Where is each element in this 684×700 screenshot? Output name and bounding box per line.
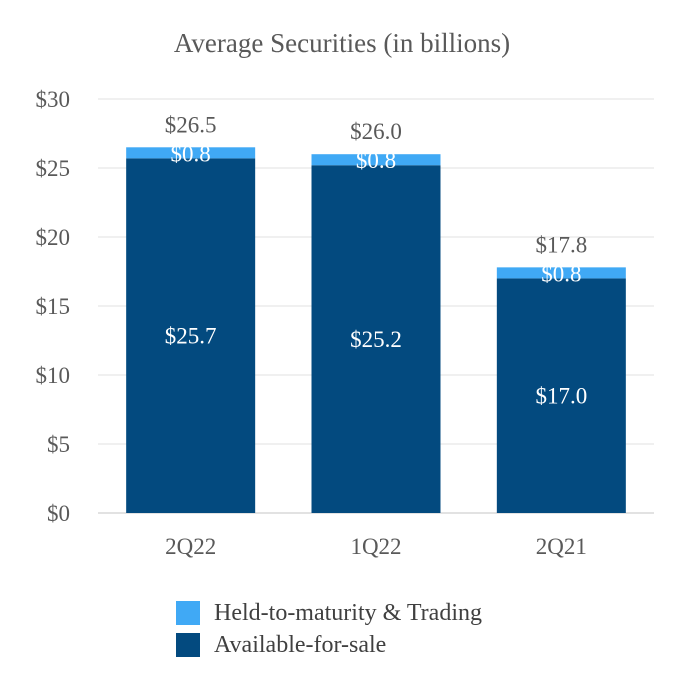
total-label: $26.5 <box>165 112 217 137</box>
x-tick-label: 2Q21 <box>536 534 587 559</box>
data-label-available-for-sale: $17.0 <box>535 384 587 409</box>
bar-available-for-sale <box>126 158 256 513</box>
bar-held-to-maturity <box>496 267 626 279</box>
x-tick-label: 2Q22 <box>165 534 216 559</box>
data-label-available-for-sale: $25.2 <box>350 327 402 352</box>
data-label-available-for-sale: $25.7 <box>165 324 217 349</box>
y-tick-label: $0 <box>47 501 70 526</box>
chart-title: Average Securities (in billions) <box>174 28 510 58</box>
y-tick-label: $5 <box>47 432 70 457</box>
y-tick-label: $30 <box>36 87 71 112</box>
total-label: $17.8 <box>535 232 587 257</box>
data-label-held-to-maturity: $0.8 <box>541 261 581 286</box>
bar-available-for-sale <box>311 165 441 514</box>
legend: Held-to-maturity & Trading Available-for… <box>176 597 482 661</box>
total-label: $26.0 <box>350 119 402 144</box>
legend-item-available-for-sale: Available-for-sale <box>176 629 482 661</box>
x-tick-label: 1Q22 <box>350 534 401 559</box>
y-tick-label: $10 <box>36 363 71 388</box>
bar-available-for-sale <box>496 278 626 513</box>
bar-held-to-maturity <box>311 154 441 166</box>
y-tick-label: $25 <box>36 156 71 181</box>
data-label-held-to-maturity: $0.8 <box>171 141 211 166</box>
legend-swatch-held-to-maturity <box>176 601 200 625</box>
legend-swatch-available-for-sale <box>176 633 200 657</box>
y-tick-label: $20 <box>36 225 71 250</box>
y-tick-label: $15 <box>36 294 71 319</box>
stacked-bar-chart: Average Securities (in billions) $0 $5 $10… <box>36 28 654 559</box>
legend-item-held-to-maturity: Held-to-maturity & Trading <box>176 597 482 629</box>
legend-label: Available-for-sale <box>214 631 387 658</box>
bar-held-to-maturity <box>126 147 256 159</box>
data-label-held-to-maturity: $0.8 <box>356 148 396 173</box>
legend-label: Held-to-maturity & Trading <box>214 599 482 626</box>
